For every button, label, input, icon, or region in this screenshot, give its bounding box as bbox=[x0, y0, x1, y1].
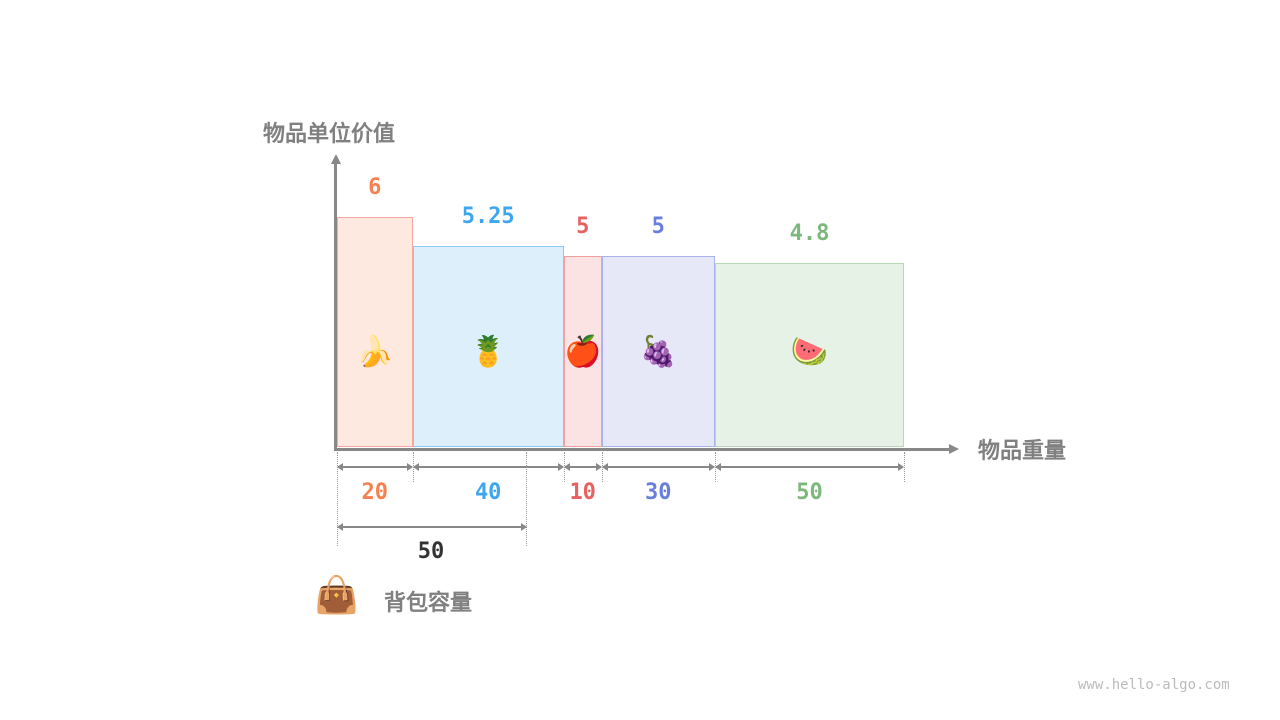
y-axis bbox=[334, 162, 337, 451]
bag-icon: 👜 bbox=[314, 575, 359, 616]
bar-grapes bbox=[601, 255, 715, 447]
y-axis-arrow-icon bbox=[331, 154, 341, 164]
watermark: www.hello-algo.com bbox=[1078, 677, 1230, 693]
capacity-value: 50 bbox=[417, 539, 445, 564]
x-axis-arrow-icon bbox=[949, 444, 959, 454]
bar-watermelon bbox=[715, 263, 904, 447]
weight-dimension-arrow bbox=[563, 463, 602, 471]
banana-icon: 🍌 bbox=[356, 334, 394, 370]
capacity-label: 背包容量 bbox=[384, 591, 473, 616]
y-axis-title: 物品单位价值 bbox=[263, 122, 396, 147]
unit-value-label: 5 bbox=[651, 213, 665, 239]
weight-dimension-arrow bbox=[337, 463, 413, 471]
weight-tick bbox=[563, 452, 565, 482]
weight-tick bbox=[904, 452, 905, 482]
grapes-icon: 🍇 bbox=[639, 334, 677, 370]
x-axis-title: 物品重量 bbox=[978, 439, 1067, 464]
capacity-tick bbox=[337, 452, 338, 546]
unit-value-label: 5.25 bbox=[461, 203, 515, 229]
apple-icon: 🍎 bbox=[564, 334, 602, 370]
weight-label: 40 bbox=[474, 480, 502, 505]
watermelon-icon: 🍉 bbox=[790, 334, 829, 370]
weight-label: 50 bbox=[796, 480, 823, 505]
weight-dimension-arrow bbox=[412, 463, 564, 471]
capacity-tick bbox=[526, 452, 527, 546]
weight-dimension-arrow bbox=[601, 463, 716, 471]
weight-label: 20 bbox=[361, 480, 389, 505]
bar-banana bbox=[337, 217, 413, 447]
bar-pineapple bbox=[412, 245, 564, 447]
weight-label: 30 bbox=[645, 480, 672, 505]
weight-tick bbox=[601, 452, 603, 482]
unit-value-label: 6 bbox=[368, 175, 382, 201]
x-axis bbox=[334, 448, 950, 451]
capacity-dimension-arrow bbox=[337, 523, 527, 531]
weight-tick bbox=[412, 452, 414, 482]
weight-label: 10 bbox=[569, 480, 596, 505]
unit-value-label: 5 bbox=[576, 213, 590, 239]
pineapple-icon: 🍍 bbox=[469, 334, 507, 370]
unit-value-label: 4.8 bbox=[789, 221, 830, 247]
weight-dimension-arrow bbox=[715, 463, 904, 471]
weight-tick bbox=[715, 452, 716, 482]
bar-apple bbox=[563, 255, 602, 447]
